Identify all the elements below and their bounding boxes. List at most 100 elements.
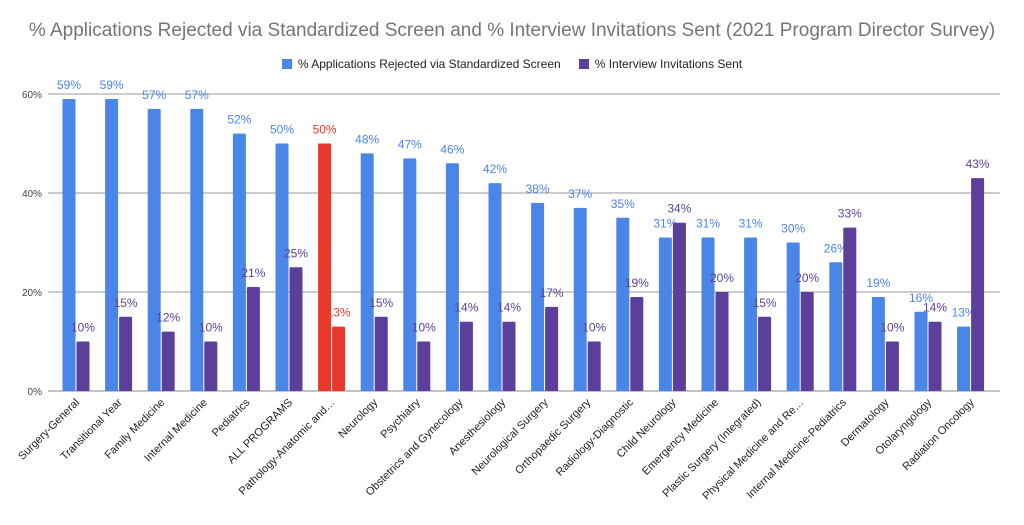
bar bbox=[62, 98, 76, 391]
bar bbox=[587, 341, 601, 391]
bar bbox=[105, 98, 119, 391]
bar bbox=[843, 227, 857, 391]
bar bbox=[672, 222, 686, 391]
data-label: 20% bbox=[795, 271, 819, 285]
bar bbox=[786, 242, 800, 391]
data-label: 50% bbox=[270, 123, 294, 137]
data-label: 20% bbox=[710, 271, 734, 285]
bar bbox=[374, 316, 388, 391]
y-tick-label: 20% bbox=[22, 288, 42, 299]
data-label: 42% bbox=[483, 162, 507, 176]
bar bbox=[459, 321, 473, 391]
bar bbox=[885, 341, 899, 391]
legend-item-rejected: % Applications Rejected via Standardized… bbox=[281, 57, 561, 71]
bar bbox=[829, 262, 843, 391]
data-label: 15% bbox=[753, 296, 777, 310]
data-label: 43% bbox=[966, 157, 990, 171]
legend-swatch-interview bbox=[578, 59, 589, 69]
x-tick-label: Psychiatry bbox=[379, 396, 424, 441]
bar bbox=[204, 341, 218, 391]
bar bbox=[417, 341, 431, 391]
data-label: 12% bbox=[156, 311, 180, 325]
x-tick-label: Radiology-Diagnostic bbox=[554, 396, 636, 478]
bar bbox=[871, 296, 885, 391]
bar bbox=[318, 143, 332, 391]
data-label: 37% bbox=[568, 187, 592, 201]
bar bbox=[758, 316, 772, 391]
x-tick-label: Orthopaedic Surgery bbox=[513, 396, 594, 477]
bar bbox=[616, 217, 630, 391]
bar bbox=[161, 331, 175, 391]
legend: % Applications Rejected via Standardized… bbox=[0, 57, 1024, 71]
x-tick-label: Pediatrics bbox=[210, 396, 253, 439]
data-label: 50% bbox=[313, 123, 337, 137]
data-label: 59% bbox=[100, 78, 124, 92]
data-label: 25% bbox=[284, 246, 308, 260]
data-label: 16% bbox=[909, 291, 933, 305]
bar bbox=[403, 158, 417, 391]
data-label: 17% bbox=[540, 286, 564, 300]
data-label: 26% bbox=[824, 241, 848, 255]
data-label: 14% bbox=[497, 301, 521, 315]
bar bbox=[914, 311, 928, 391]
bar bbox=[971, 178, 985, 391]
bar bbox=[701, 237, 715, 391]
data-label: 34% bbox=[667, 202, 691, 216]
data-label: 21% bbox=[241, 266, 265, 280]
legend-swatch-rejected bbox=[281, 59, 292, 69]
bar bbox=[630, 296, 644, 391]
bar bbox=[715, 292, 729, 391]
bar bbox=[800, 292, 814, 391]
legend-label-rejected: % Applications Rejected via Standardized… bbox=[297, 57, 561, 71]
data-label: 30% bbox=[781, 222, 805, 236]
bar bbox=[502, 321, 516, 391]
bar bbox=[488, 183, 502, 391]
data-label: 59% bbox=[57, 78, 81, 92]
bar bbox=[275, 143, 289, 391]
data-label: 14% bbox=[454, 301, 478, 315]
bar bbox=[957, 326, 971, 391]
data-label: 31% bbox=[739, 217, 763, 231]
bar bbox=[289, 267, 303, 391]
bar bbox=[246, 287, 260, 391]
legend-label-interview: % Interview Invitations Sent bbox=[594, 57, 743, 71]
data-label: 10% bbox=[412, 321, 436, 335]
data-label: 14% bbox=[923, 301, 947, 315]
bar bbox=[119, 316, 133, 391]
data-label: 13% bbox=[327, 306, 351, 320]
x-tick-label: Neurological Surgery bbox=[470, 396, 551, 477]
data-label: 48% bbox=[355, 132, 379, 146]
data-label: 35% bbox=[611, 197, 635, 211]
data-label: 38% bbox=[526, 182, 550, 196]
y-tick-label: 0% bbox=[28, 387, 43, 398]
bar bbox=[332, 326, 346, 391]
chart-title: % Applications Rejected via Standardized… bbox=[28, 20, 996, 41]
data-label: 33% bbox=[838, 207, 862, 221]
data-label: 19% bbox=[625, 276, 649, 290]
bar bbox=[445, 163, 459, 391]
bar bbox=[190, 108, 204, 391]
y-tick-label: 40% bbox=[22, 189, 42, 200]
data-label: 52% bbox=[227, 113, 251, 127]
data-label: 31% bbox=[696, 217, 720, 231]
bar bbox=[658, 237, 672, 391]
data-label: 46% bbox=[440, 142, 464, 156]
legend-item-interview: % Interview Invitations Sent bbox=[578, 57, 743, 71]
data-label: 57% bbox=[142, 88, 166, 102]
data-label: 15% bbox=[369, 296, 393, 310]
bar bbox=[232, 133, 246, 391]
bar bbox=[573, 207, 587, 391]
x-tick-label: Neurology bbox=[336, 396, 380, 440]
x-tick-label: Radiation Oncology bbox=[900, 396, 977, 473]
data-label: 47% bbox=[398, 137, 422, 151]
data-label: 10% bbox=[71, 321, 95, 335]
bar bbox=[147, 108, 161, 391]
data-label: 10% bbox=[199, 321, 223, 335]
bar bbox=[76, 341, 90, 391]
data-label: 10% bbox=[582, 321, 606, 335]
bar bbox=[744, 237, 758, 391]
bar bbox=[545, 306, 559, 391]
y-tick-label: 60% bbox=[22, 90, 42, 101]
data-label: 19% bbox=[866, 276, 890, 290]
